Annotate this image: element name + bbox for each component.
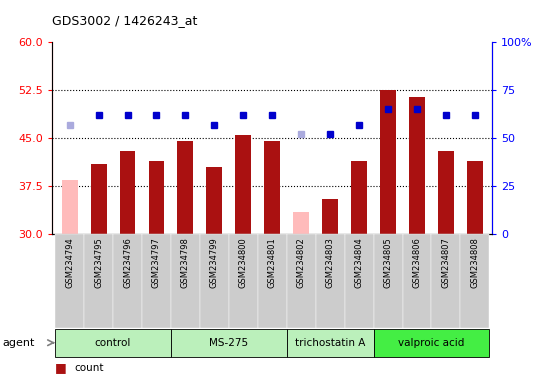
Bar [55,234,84,328]
Bar [148,161,164,234]
Bar [460,234,490,328]
Bar [373,234,403,328]
Text: GSM234805: GSM234805 [383,237,393,288]
Bar [142,234,171,328]
Bar [113,234,142,328]
Text: GSM234795: GSM234795 [94,237,103,288]
Bar [200,234,229,328]
Text: GSM234796: GSM234796 [123,237,132,288]
Text: GSM234806: GSM234806 [412,237,421,288]
Bar [380,90,396,234]
Bar [229,234,258,328]
Bar [55,329,171,356]
Text: ■: ■ [55,361,67,374]
Text: GSM234803: GSM234803 [326,237,334,288]
Bar [438,151,454,234]
Text: GSM234797: GSM234797 [152,237,161,288]
Text: MS-275: MS-275 [209,338,249,348]
Bar [431,234,460,328]
Bar [91,164,107,234]
Bar [409,97,425,234]
Text: control: control [95,338,131,348]
Bar [287,234,316,328]
Bar [62,180,78,234]
Bar [119,151,135,234]
Text: GSM234807: GSM234807 [442,237,450,288]
Text: valproic acid: valproic acid [398,338,465,348]
Bar [258,234,287,328]
Bar [171,234,200,328]
Bar [171,329,287,356]
Bar [467,161,483,234]
Text: GDS3002 / 1426243_at: GDS3002 / 1426243_at [52,14,197,27]
Text: GSM234794: GSM234794 [65,237,74,288]
Bar [373,329,490,356]
Text: GSM234801: GSM234801 [268,237,277,288]
Bar [265,141,280,234]
Text: GSM234808: GSM234808 [470,237,480,288]
Bar [206,167,222,234]
Bar [287,329,373,356]
Bar [84,234,113,328]
Bar [235,135,251,234]
Text: count: count [74,363,104,373]
Text: agent: agent [3,338,35,348]
Bar [403,234,431,328]
Bar [345,234,373,328]
Text: ■: ■ [55,382,67,384]
Bar [178,141,194,234]
Text: GSM234798: GSM234798 [181,237,190,288]
Bar [322,199,338,234]
Text: GSM234802: GSM234802 [296,237,306,288]
Text: GSM234804: GSM234804 [355,237,364,288]
Text: trichostatin A: trichostatin A [295,338,365,348]
Text: GSM234799: GSM234799 [210,237,219,288]
Bar [351,161,367,234]
Bar [316,234,345,328]
Bar [293,212,309,234]
Text: GSM234800: GSM234800 [239,237,248,288]
